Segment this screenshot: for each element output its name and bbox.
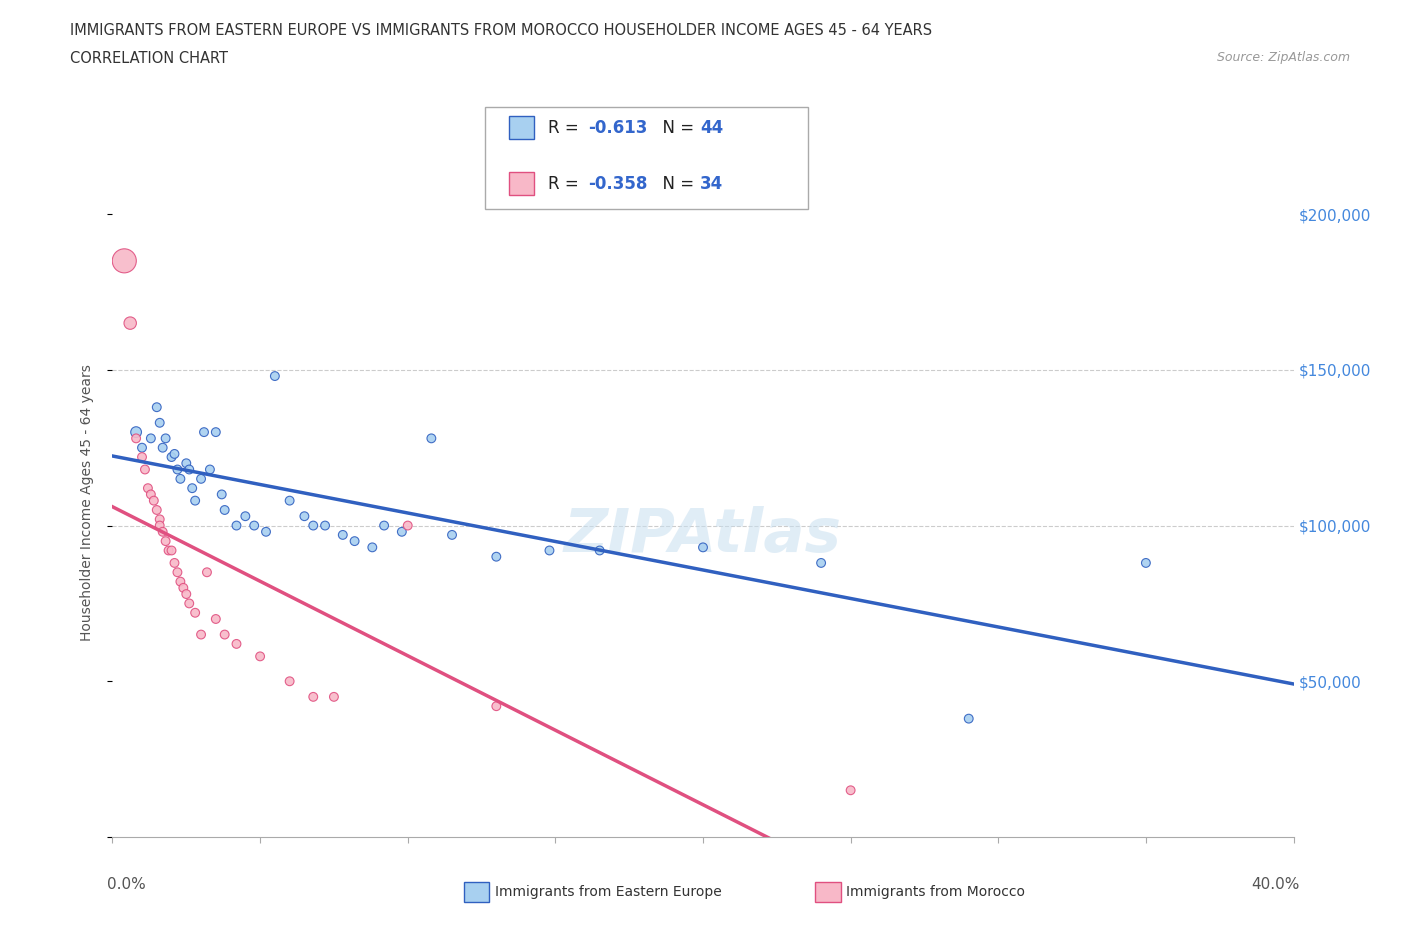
Point xyxy=(292,509,315,524)
Point xyxy=(485,550,508,565)
Point xyxy=(155,431,177,445)
Point xyxy=(152,525,174,539)
Text: -0.613: -0.613 xyxy=(588,119,647,137)
Point xyxy=(373,518,395,533)
Point xyxy=(125,431,148,445)
Point xyxy=(149,512,172,526)
Point xyxy=(420,431,443,445)
Point xyxy=(179,596,201,611)
Text: R =: R = xyxy=(548,175,585,193)
Point xyxy=(332,527,354,542)
Point xyxy=(214,502,236,517)
Point xyxy=(343,534,366,549)
Text: 40.0%: 40.0% xyxy=(1251,877,1299,892)
Point xyxy=(190,472,212,486)
Point xyxy=(166,565,188,579)
Text: N =: N = xyxy=(652,175,700,193)
Point xyxy=(323,689,346,704)
Point xyxy=(391,525,413,539)
Point xyxy=(152,440,174,455)
Text: 0.0%: 0.0% xyxy=(107,877,145,892)
Point xyxy=(1135,555,1157,570)
Point xyxy=(131,449,153,464)
Point xyxy=(155,534,177,549)
Point xyxy=(211,487,233,502)
Point xyxy=(166,462,188,477)
Point xyxy=(249,649,271,664)
Y-axis label: Householder Income Ages 45 - 64 years: Householder Income Ages 45 - 64 years xyxy=(80,364,94,641)
Point xyxy=(149,518,172,533)
Point xyxy=(957,711,980,726)
Point xyxy=(302,689,325,704)
Point xyxy=(198,462,221,477)
Point xyxy=(179,462,201,477)
Point xyxy=(692,540,714,555)
Point xyxy=(149,416,172,431)
Point xyxy=(302,518,325,533)
Point xyxy=(184,605,207,620)
Point xyxy=(233,509,256,524)
Point xyxy=(205,425,228,440)
Point xyxy=(243,518,266,533)
Point xyxy=(131,440,153,455)
Text: 44: 44 xyxy=(700,119,724,137)
Point xyxy=(169,574,191,589)
Point xyxy=(142,493,165,508)
Text: ZIPAtlas: ZIPAtlas xyxy=(564,506,842,565)
Point xyxy=(125,425,148,440)
Point xyxy=(314,518,336,533)
Point xyxy=(160,543,183,558)
Text: N =: N = xyxy=(652,119,700,137)
Point xyxy=(120,315,142,330)
Text: IMMIGRANTS FROM EASTERN EUROPE VS IMMIGRANTS FROM MOROCCO HOUSEHOLDER INCOME AGE: IMMIGRANTS FROM EASTERN EUROPE VS IMMIGR… xyxy=(70,23,932,38)
Text: -0.358: -0.358 xyxy=(588,175,647,193)
Point xyxy=(134,462,156,477)
Point xyxy=(136,481,159,496)
Point xyxy=(195,565,218,579)
Point xyxy=(361,540,384,555)
Point xyxy=(181,481,204,496)
Point xyxy=(588,543,610,558)
Point xyxy=(174,587,197,602)
Text: Immigrants from Eastern Europe: Immigrants from Eastern Europe xyxy=(495,884,721,899)
Point xyxy=(254,525,277,539)
Point xyxy=(839,783,862,798)
Point xyxy=(225,518,247,533)
Point xyxy=(139,487,162,502)
Text: Immigrants from Morocco: Immigrants from Morocco xyxy=(846,884,1025,899)
Text: 34: 34 xyxy=(700,175,724,193)
Point xyxy=(193,425,215,440)
Point xyxy=(278,493,301,508)
Point xyxy=(112,253,135,268)
Point xyxy=(160,449,183,464)
Point xyxy=(264,368,287,383)
Point xyxy=(146,502,169,517)
Text: R =: R = xyxy=(548,119,585,137)
Point xyxy=(146,400,169,415)
Point xyxy=(163,555,186,570)
Point xyxy=(538,543,561,558)
Point xyxy=(396,518,419,533)
Point xyxy=(278,674,301,689)
Text: CORRELATION CHART: CORRELATION CHART xyxy=(70,51,228,66)
Point xyxy=(139,431,162,445)
Point xyxy=(174,456,197,471)
Point xyxy=(485,698,508,713)
Point xyxy=(157,543,180,558)
Point xyxy=(169,472,191,486)
Point xyxy=(184,493,207,508)
Text: Source: ZipAtlas.com: Source: ZipAtlas.com xyxy=(1216,51,1350,64)
Point xyxy=(205,612,228,627)
Point xyxy=(225,636,247,651)
Point xyxy=(190,627,212,642)
Point xyxy=(441,527,464,542)
Point xyxy=(214,627,236,642)
Point xyxy=(172,580,194,595)
Point xyxy=(810,555,832,570)
Point xyxy=(163,446,186,461)
